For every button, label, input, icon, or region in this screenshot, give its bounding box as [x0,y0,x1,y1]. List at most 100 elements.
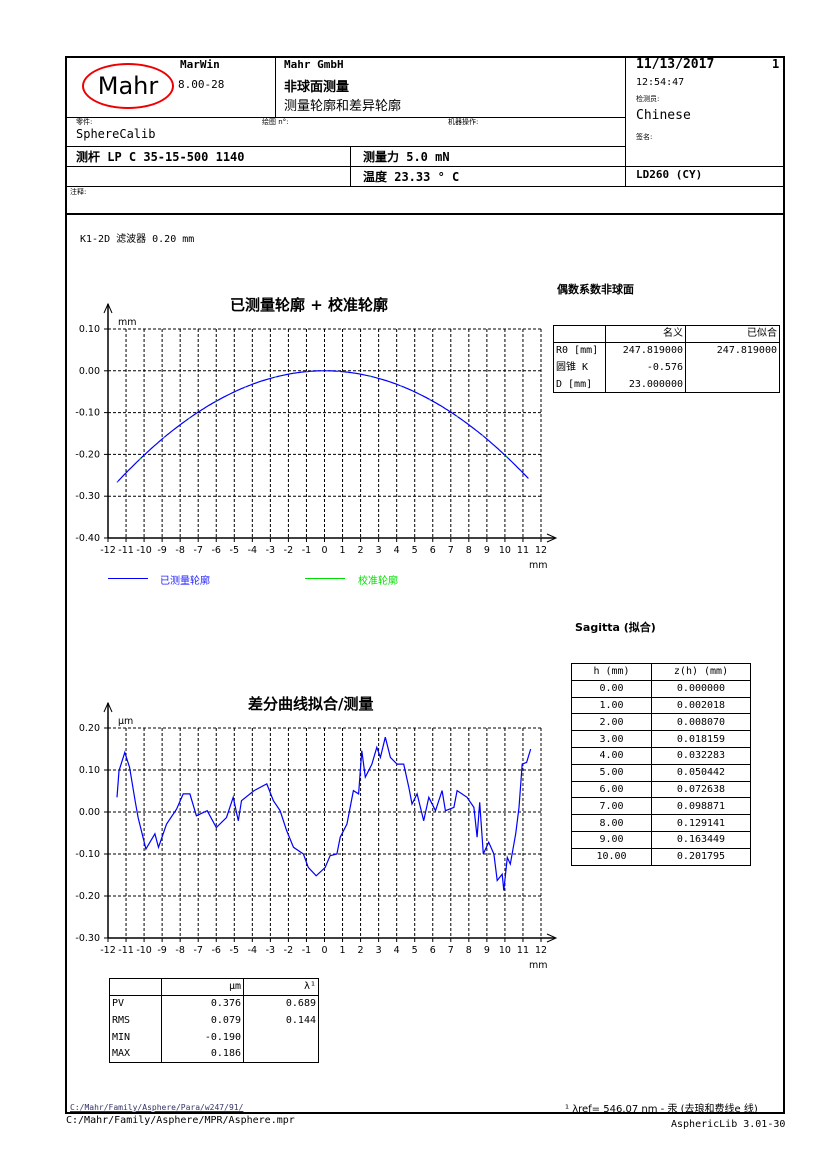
y-tick-label: -0.20 [75,449,100,460]
header-cell: h (mm) [571,663,652,681]
table-row: 3.00 0.018159 [571,730,751,748]
divider [350,146,351,186]
cell: 23.000000 [605,375,686,394]
x-tick-label: -10 [136,945,152,956]
wavelength-note: ¹ λref= 546.07 nm - 汞 (去琅和费线e 线) [565,1104,758,1115]
divider [65,186,785,187]
table-row: 0.00 0.000000 [571,679,751,698]
table-row: 10.00 0.201795 [571,847,751,866]
x-tick-label: -12 [100,545,116,556]
x-tick-label: 9 [484,545,490,556]
company: Mahr GmbH [284,58,344,71]
x-tick-label: 12 [535,545,547,556]
machine: LD260 (CY) [636,168,703,181]
mahr-logo: Mahr [82,63,174,109]
cell: 0.072638 [651,780,751,799]
header-cell: 名义 [605,325,686,343]
cell: 0.163449 [651,830,751,849]
measuring-force: 测量力 5.0 mN [363,150,450,164]
table-row: 2.00 0.008070 [571,713,751,732]
cell [243,1045,319,1063]
x-tick-label: 3 [376,545,382,556]
x-tick-label: -4 [248,545,257,556]
x-tick-label: 1 [340,945,346,956]
y-tick-label: 0.00 [79,807,100,818]
x-axis-unit: mm [529,560,548,571]
inspector: Chinese [636,108,691,123]
x-tick-label: 11 [517,545,529,556]
x-tick-label: -5 [230,545,239,556]
header-cell: 已似合 [685,325,780,343]
cell: 0.689 [243,994,319,1013]
divider [65,213,785,215]
x-axis-arrow [546,933,558,943]
cell: 0.376 [161,994,244,1013]
table-row: 6.00 0.072638 [571,780,751,799]
cell: 0.129141 [651,814,751,832]
table-row: 1.00 0.002018 [571,696,751,715]
table-row: PV 0.376 0.689 [109,994,319,1013]
cell: 圆锥 K [553,359,606,376]
y-tick-label: 0.10 [79,765,100,776]
coeff-table: 名义 已似合 R0 [mm] 247.819000 247.819000 圆锥 K -0… [553,325,780,394]
cell: 4.00 [571,746,652,765]
cell: 0.098871 [651,797,751,816]
cell: 0.050442 [651,763,751,782]
cell: 3.00 [571,730,652,748]
measured-profile-line [116,370,529,483]
cell: RMS [109,1012,162,1029]
sagitta-table: h (mm) z(h) (mm) 0.00 0.000000 1.00 0.002018 2… [571,663,751,866]
y-axis-unit: mm [118,317,137,328]
x-tick-label: -7 [193,945,202,956]
divider [65,166,785,167]
x-tick-label: -5 [230,945,239,956]
x-tick-label: -8 [175,545,184,556]
x-tick-label: 6 [430,945,436,956]
x-tick-label: -11 [118,545,134,556]
signature-label: 签名: [636,133,653,141]
divider [65,117,625,118]
cell: 0.032283 [651,746,751,765]
x-tick-label: 9 [484,945,490,956]
y-axis-unit: μm [118,716,133,727]
report-title: 非球面测量 [284,80,350,95]
frame-bottom [65,1112,785,1114]
cell: 7.00 [571,797,652,816]
y-tick-label: 0.10 [79,324,100,335]
frame-left [65,56,67,1114]
y-tick-label: -0.10 [75,849,100,860]
x-tick-label: 2 [358,545,364,556]
header-cell [553,325,606,343]
cell: 247.819000 [605,341,686,360]
header-row: h (mm) z(h) (mm) [571,663,751,681]
cell: 0.002018 [651,696,751,715]
deviation-line [116,737,532,891]
x-tick-label: 11 [517,945,529,956]
cell: 8.00 [571,814,652,832]
x-tick-label: 8 [466,945,472,956]
x-tick-label: -7 [193,545,202,556]
library-version: AsphericLib 3.01-30 [671,1119,786,1130]
comment-label: 注释: [70,188,87,196]
divider [625,56,626,186]
x-tick-label: 12 [535,945,547,956]
inspector-label: 检测员: [636,95,660,103]
x-tick-label: -1 [302,545,311,556]
x-tick-label: -3 [266,545,275,556]
x-tick-label: 0 [321,545,327,556]
table-row: 4.00 0.032283 [571,746,751,765]
x-tick-label: 6 [430,545,436,556]
table-row: MAX 0.186 [109,1045,319,1063]
cell: D [mm] [553,375,606,394]
y-tick-label: -0.10 [75,408,100,419]
cell: 0.186 [161,1045,244,1063]
x-tick-label: 0 [321,945,327,956]
sagitta-title: Sagitta (拟合) [575,621,656,634]
cell: -0.576 [605,359,686,376]
x-tick-label: -9 [157,945,166,956]
x-tick-label: 8 [466,545,472,556]
table-row: 5.00 0.050442 [571,763,751,782]
x-tick-label: 7 [448,945,454,956]
report-date: 11/13/2017 [636,57,715,72]
x-tick-label: 3 [376,945,382,956]
